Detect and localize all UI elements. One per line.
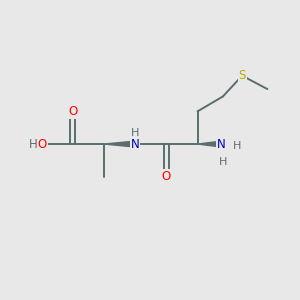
Text: N: N [217,138,226,151]
Text: O: O [68,105,77,118]
Text: O: O [38,138,47,151]
Polygon shape [104,141,135,147]
Text: H: H [232,140,241,151]
Polygon shape [198,141,221,147]
Text: S: S [238,69,246,82]
Text: H: H [29,138,38,151]
Text: H: H [219,157,227,166]
Text: N: N [131,138,140,151]
Text: H: H [131,128,139,138]
Text: O: O [162,170,171,183]
